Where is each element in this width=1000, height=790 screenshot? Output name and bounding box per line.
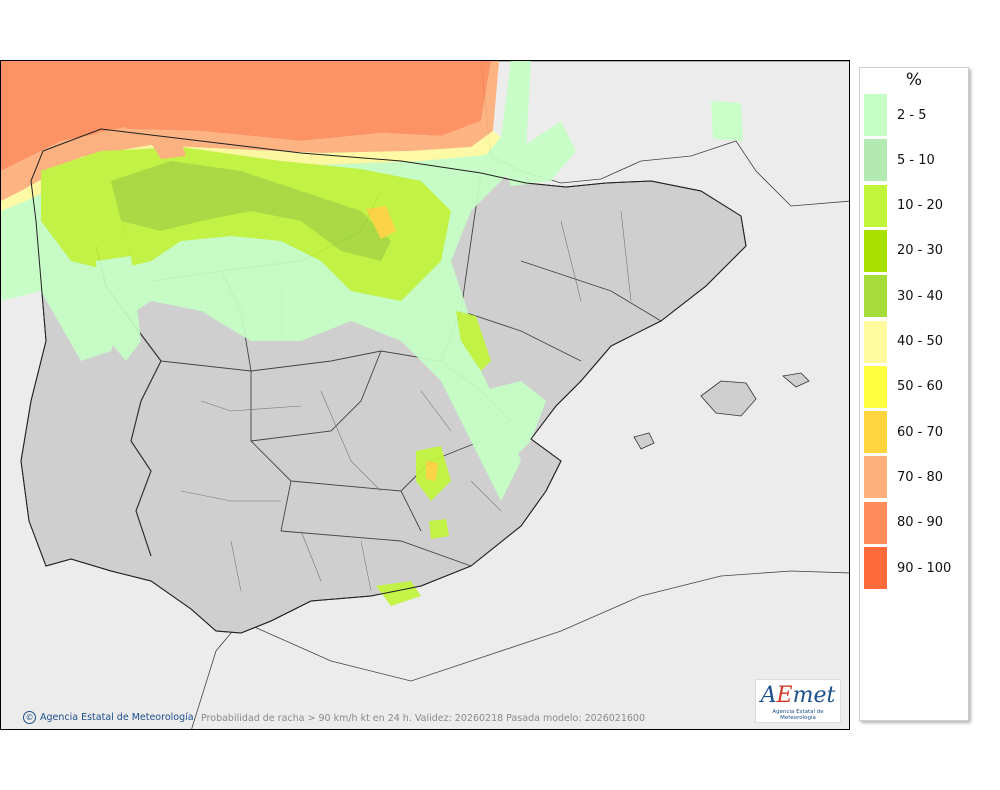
legend-item: 10 - 20 — [864, 184, 944, 227]
legend-item: 40 - 50 — [864, 320, 944, 363]
iberia-coastline — [20, 128, 747, 634]
legend-swatch — [864, 411, 887, 454]
legend-label: 50 - 60 — [897, 379, 944, 395]
legend-label: 90 - 100 — [897, 560, 952, 576]
legend-item: 80 - 90 — [864, 501, 944, 544]
legend-swatch — [864, 456, 887, 499]
legend-item: 30 - 40 — [864, 275, 944, 318]
legend-label: 80 - 90 — [897, 515, 944, 531]
prob-2-5-france — [711, 101, 743, 141]
prob-10-20-malaga — [376, 581, 421, 606]
prob-60-70-segura — [426, 461, 438, 481]
legend-item: 50 - 60 — [864, 365, 944, 408]
legend-item: 5 - 10 — [864, 139, 935, 182]
menorca — [782, 372, 810, 388]
legend-label: 5 - 10 — [897, 152, 935, 168]
legend-swatch — [864, 184, 887, 227]
prob-2-5-pyrenees — [501, 121, 576, 186]
agency-credit: © Agencia Estatal de Meteorología — [23, 711, 194, 724]
ibiza — [633, 432, 655, 450]
legend-item: 70 - 80 — [864, 456, 944, 499]
legend-item: 2 - 5 — [864, 94, 927, 136]
prob-10-20-granada — [429, 519, 449, 539]
prob-60-70-spot-navarra — [366, 206, 396, 239]
legend-label: 70 - 80 — [897, 469, 944, 485]
legend-swatch — [864, 501, 887, 544]
prob-70-80-spot-galicia — [96, 127, 136, 151]
legend-panel: % 2 - 5 5 - 10 10 - 20 20 - 30 30 - 40 40 - 5… — [859, 67, 969, 721]
legend-swatch — [864, 139, 887, 182]
prob-30-40-north — [111, 161, 391, 261]
legend-swatch — [864, 365, 887, 408]
prob-80-90-north-sea — [1, 61, 491, 171]
prob-10-20-iberico — [456, 311, 491, 371]
copyright-icon: © — [23, 711, 36, 724]
prob-70-80-spot-asturias — [151, 141, 186, 159]
legend-title: % — [905, 70, 923, 90]
mallorca — [700, 380, 757, 417]
map-caption: Probabilidad de racha > 90 km/h kt en 24… — [201, 713, 646, 724]
agency-credit-text: Agencia Estatal de Meteorología — [40, 712, 194, 723]
aemet-logo: AEmet Agencia Estatal de Meteorología — [755, 679, 841, 723]
prob-2-5-portugal — [96, 256, 141, 361]
legend-label: 40 - 50 — [897, 334, 944, 349]
legend-label: 10 - 20 — [897, 198, 944, 214]
prob-2-5-levante — [481, 381, 546, 461]
legend-label: 20 - 30 — [897, 243, 944, 259]
legend-label: 30 - 40 — [897, 288, 944, 304]
legend-item: 90 - 100 — [864, 547, 951, 589]
map-frame[interactable]: © Agencia Estatal de Meteorología Probab… — [0, 60, 850, 730]
legend-item: 20 - 30 — [864, 229, 944, 272]
legend-swatch — [864, 275, 887, 318]
probability-field — [1, 61, 743, 606]
legend-swatch — [864, 229, 887, 272]
legend-swatch — [864, 547, 887, 589]
legend-swatch — [864, 94, 887, 136]
legend-swatch — [864, 320, 887, 363]
logo-subtitle: Agencia Estatal de Meteorología — [772, 709, 824, 721]
iberia-map — [1, 61, 849, 729]
legend-label: 2 - 5 — [897, 107, 927, 123]
logo-mark: AEmet — [760, 683, 836, 708]
legend-label: 60 - 70 — [897, 424, 944, 440]
legend-item: 60 - 70 — [864, 411, 944, 454]
